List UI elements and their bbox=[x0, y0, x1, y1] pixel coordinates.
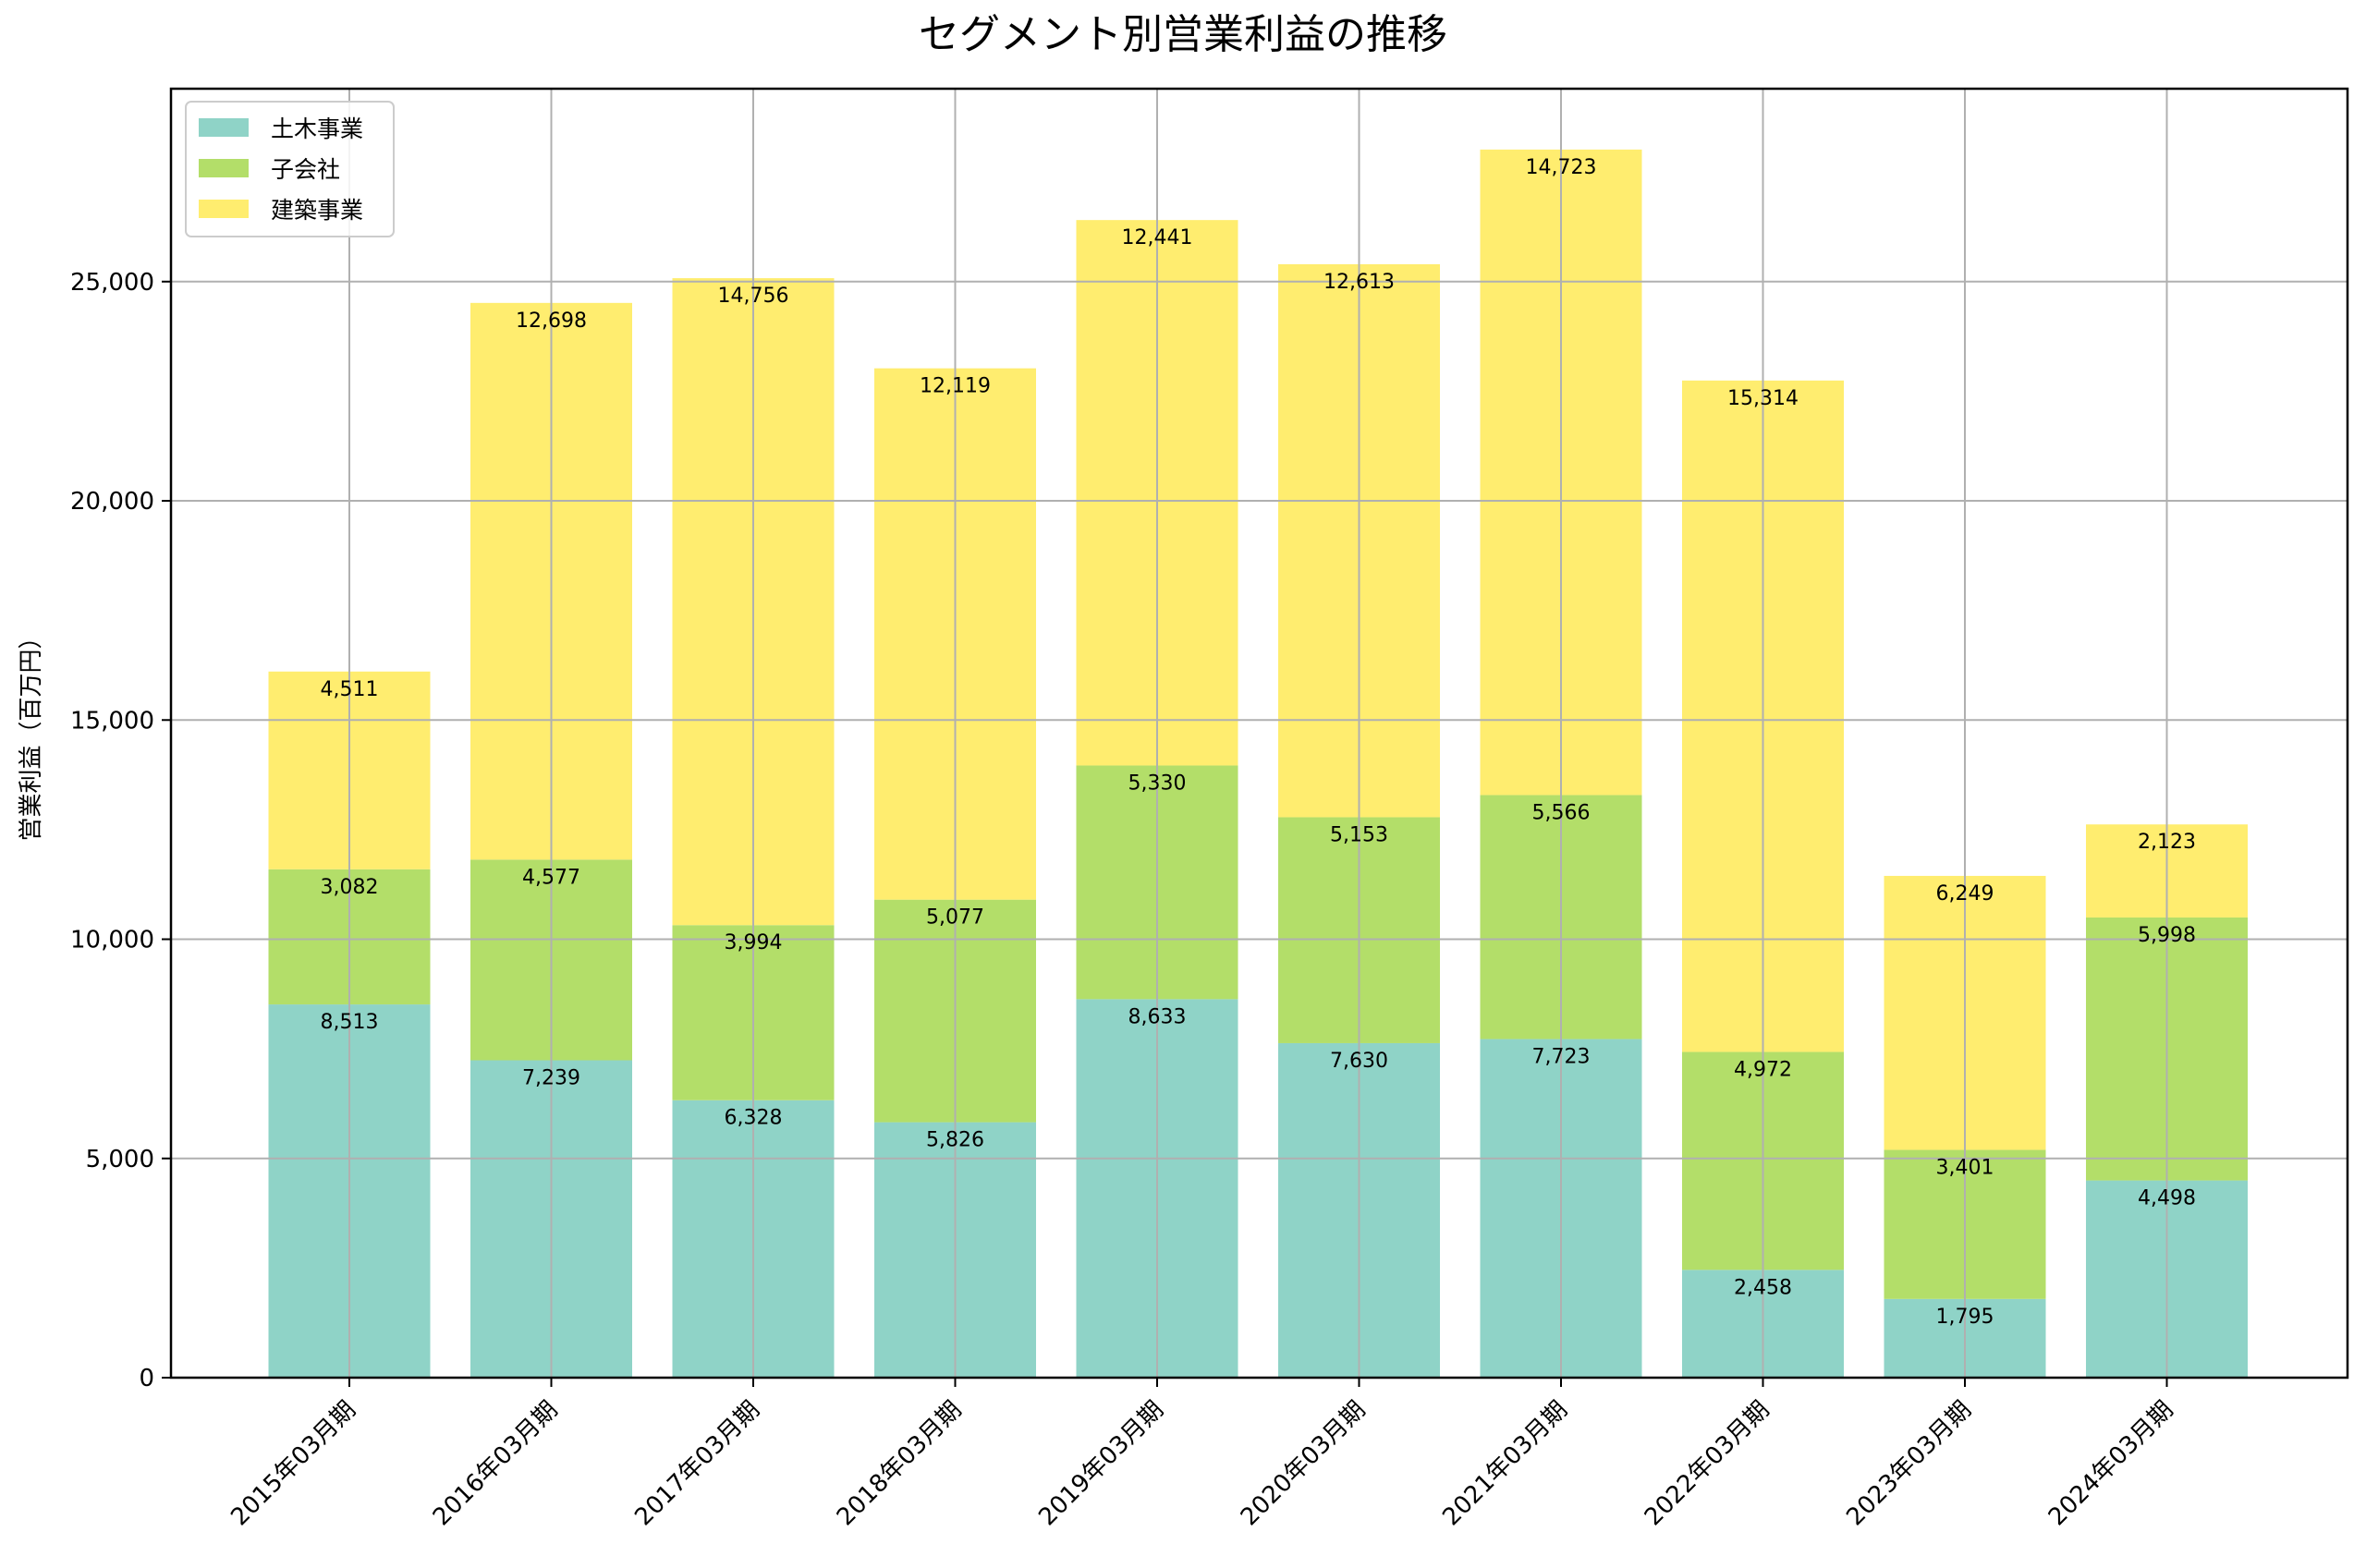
bar-value-label: 5,998 bbox=[2138, 924, 2196, 947]
x-tick-label: 2020年03月期 bbox=[1236, 1396, 1372, 1532]
legend-swatch bbox=[199, 118, 249, 137]
bar-value-label: 4,577 bbox=[522, 866, 580, 889]
bar-value-label: 4,498 bbox=[2138, 1187, 2196, 1210]
bar-value-label: 12,119 bbox=[920, 375, 991, 398]
bar-value-label: 8,633 bbox=[1128, 1005, 1187, 1028]
y-tick-label: 5,000 bbox=[86, 1146, 154, 1173]
plot-frame bbox=[169, 87, 2349, 1380]
legend-item[interactable]: 土木事業 bbox=[199, 115, 363, 142]
bar-value-label: 12,441 bbox=[1122, 226, 1193, 249]
bar-labels: 8,513 7,239 6,328 5,826 8,633 7,630 7,723 2,458… bbox=[321, 156, 2196, 1329]
x-axis: 2015年03月期 2016年03月期 2017年03月期 2018年03月期 2019… bbox=[226, 1378, 2178, 1531]
y-tick-label: 20,000 bbox=[70, 488, 154, 516]
bars bbox=[268, 149, 2248, 1378]
y-tick-label: 25,000 bbox=[70, 269, 154, 297]
bar-value-label: 7,630 bbox=[1330, 1050, 1388, 1073]
legend-swatch bbox=[199, 159, 249, 177]
bar-value-label: 5,077 bbox=[926, 906, 984, 930]
bar-value-label: 12,698 bbox=[516, 310, 587, 333]
bar-value-label: 6,249 bbox=[1936, 882, 1994, 906]
bar-value-label: 5,566 bbox=[1532, 801, 1591, 824]
legend-label: 子会社 bbox=[271, 156, 340, 183]
y-tick-label: 15,000 bbox=[70, 707, 154, 735]
legend-item[interactable]: 建築事業 bbox=[199, 197, 363, 224]
bar-value-label: 14,723 bbox=[1526, 156, 1597, 179]
bar-value-label: 12,613 bbox=[1323, 271, 1395, 294]
bar-value-label: 15,314 bbox=[1727, 387, 1799, 410]
x-tick-label: 2018年03月期 bbox=[832, 1396, 968, 1532]
bar-value-label: 8,513 bbox=[321, 1011, 379, 1034]
bar-value-label: 6,328 bbox=[725, 1107, 783, 1130]
bar-value-label: 4,972 bbox=[1734, 1058, 1792, 1081]
bar-value-label: 3,401 bbox=[1936, 1156, 1994, 1179]
legend-label: 土木事業 bbox=[271, 115, 363, 142]
grid-lines bbox=[171, 89, 2348, 1378]
y-tick-label: 10,000 bbox=[70, 927, 154, 954]
legend-label: 建築事業 bbox=[271, 197, 363, 224]
legend-swatch bbox=[199, 200, 249, 218]
bar-value-label: 7,239 bbox=[522, 1067, 580, 1090]
bar-value-label: 3,994 bbox=[725, 931, 783, 954]
bar-value-label: 5,153 bbox=[1330, 823, 1388, 846]
bar-value-label: 7,723 bbox=[1532, 1046, 1591, 1069]
bar-value-label: 3,082 bbox=[321, 876, 379, 899]
y-tick-label: 0 bbox=[139, 1365, 154, 1392]
bar-value-label: 5,330 bbox=[1128, 772, 1187, 795]
x-tick-label: 2021年03月期 bbox=[1437, 1396, 1573, 1532]
y-axis-label: 営業利益（百万円） bbox=[18, 625, 45, 841]
x-tick-label: 2022年03月期 bbox=[1640, 1396, 1775, 1532]
y-axis: 0 5,000 10,000 15,000 20,000 25,000 bbox=[70, 269, 171, 1392]
x-tick-label: 2019年03月期 bbox=[1033, 1396, 1169, 1532]
chart-title: セグメント別営業利益の推移 bbox=[919, 11, 1447, 58]
bar-value-label: 1,795 bbox=[1936, 1306, 1994, 1329]
x-tick-label: 2015年03月期 bbox=[226, 1396, 361, 1532]
x-tick-label: 2016年03月期 bbox=[428, 1396, 564, 1532]
bar-value-label: 4,511 bbox=[321, 678, 379, 701]
bar-value-label: 2,458 bbox=[1734, 1276, 1792, 1299]
x-tick-label: 2024年03月期 bbox=[2043, 1396, 2179, 1532]
legend-item[interactable]: 子会社 bbox=[199, 156, 340, 183]
bar-value-label: 14,756 bbox=[718, 285, 789, 308]
bar-value-label: 5,826 bbox=[926, 1129, 984, 1152]
x-tick-label: 2023年03月期 bbox=[1841, 1396, 1977, 1532]
x-tick-label: 2017年03月期 bbox=[629, 1396, 765, 1532]
bar-value-label: 2,123 bbox=[2138, 831, 2196, 854]
